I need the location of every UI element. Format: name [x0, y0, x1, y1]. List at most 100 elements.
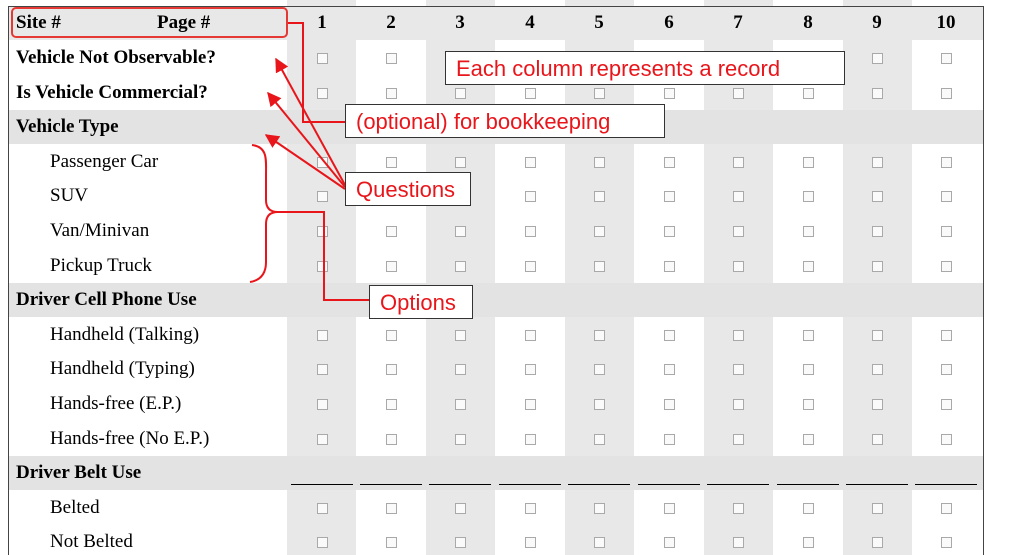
checkbox-r5-c2[interactable]	[386, 226, 397, 237]
checkbox-r3-c3[interactable]	[455, 156, 466, 168]
checkbox-r5-c5[interactable]	[594, 226, 605, 237]
checkbox-r9-c1[interactable]	[317, 364, 328, 376]
checkbox-r1-c4[interactable]	[525, 87, 536, 99]
checkbox-r11-c7[interactable]	[733, 433, 744, 445]
checkbox-r9-c7[interactable]	[733, 364, 744, 376]
checkbox-r13-c4[interactable]	[525, 502, 536, 514]
checkbox-r6-c10[interactable]	[941, 260, 952, 272]
checkbox-r10-c1[interactable]	[317, 399, 328, 410]
checkbox-r1-c6[interactable]	[664, 87, 675, 99]
checkbox-r3-c6[interactable]	[664, 156, 675, 168]
checkbox-r6-c6[interactable]	[664, 260, 675, 272]
checkbox-r3-c8[interactable]	[803, 156, 814, 168]
checkbox-r4-c1[interactable]	[317, 191, 328, 203]
checkbox-r11-c1[interactable]	[317, 433, 328, 445]
checkbox-r10-c10[interactable]	[941, 399, 952, 410]
belt-use-blank-1[interactable]	[291, 484, 353, 486]
checkbox-r1-c2[interactable]	[386, 87, 397, 99]
checkbox-r9-c4[interactable]	[525, 364, 536, 376]
checkbox-r1-c10[interactable]	[941, 87, 952, 99]
checkbox-r14-c5[interactable]	[594, 537, 605, 549]
checkbox-r8-c10[interactable]	[941, 329, 952, 341]
checkbox-r3-c1[interactable]	[317, 156, 328, 168]
checkbox-r14-c2[interactable]	[386, 537, 397, 549]
checkbox-r10-c5[interactable]	[594, 399, 605, 410]
checkbox-r4-c9[interactable]	[872, 191, 883, 203]
checkbox-r14-c1[interactable]	[317, 537, 328, 549]
belt-use-blank-4[interactable]	[499, 484, 561, 486]
checkbox-r8-c6[interactable]	[664, 329, 675, 341]
checkbox-r1-c1[interactable]	[317, 87, 328, 99]
checkbox-r6-c7[interactable]	[733, 260, 744, 272]
checkbox-r3-c10[interactable]	[941, 156, 952, 168]
checkbox-r9-c10[interactable]	[941, 364, 952, 376]
checkbox-r8-c8[interactable]	[803, 329, 814, 341]
checkbox-r4-c5[interactable]	[594, 191, 605, 203]
checkbox-r0-c9[interactable]	[872, 53, 883, 64]
checkbox-r6-c2[interactable]	[386, 260, 397, 272]
checkbox-r13-c2[interactable]	[386, 502, 397, 514]
checkbox-r0-c2[interactable]	[386, 53, 397, 64]
checkbox-r3-c4[interactable]	[525, 156, 536, 168]
checkbox-r13-c7[interactable]	[733, 502, 744, 514]
checkbox-r6-c5[interactable]	[594, 260, 605, 272]
checkbox-r5-c8[interactable]	[803, 226, 814, 237]
checkbox-r10-c6[interactable]	[664, 399, 675, 410]
checkbox-r4-c6[interactable]	[664, 191, 675, 203]
checkbox-r13-c9[interactable]	[872, 502, 883, 514]
checkbox-r5-c3[interactable]	[455, 226, 466, 237]
checkbox-r10-c7[interactable]	[733, 399, 744, 410]
checkbox-r0-c10[interactable]	[941, 53, 952, 64]
belt-use-blank-7[interactable]	[707, 484, 769, 486]
checkbox-r11-c5[interactable]	[594, 433, 605, 445]
checkbox-r9-c2[interactable]	[386, 364, 397, 376]
checkbox-r5-c6[interactable]	[664, 226, 675, 237]
checkbox-r10-c8[interactable]	[803, 399, 814, 410]
checkbox-r14-c7[interactable]	[733, 537, 744, 549]
checkbox-r6-c9[interactable]	[872, 260, 883, 272]
checkbox-r11-c4[interactable]	[525, 433, 536, 445]
belt-use-blank-5[interactable]	[568, 484, 630, 486]
checkbox-r13-c5[interactable]	[594, 502, 605, 514]
checkbox-r9-c3[interactable]	[455, 364, 466, 376]
belt-use-blank-9[interactable]	[846, 484, 908, 486]
checkbox-r8-c4[interactable]	[525, 329, 536, 341]
checkbox-r13-c6[interactable]	[664, 502, 675, 514]
belt-use-blank-8[interactable]	[777, 484, 839, 486]
checkbox-r13-c1[interactable]	[317, 502, 328, 514]
checkbox-r3-c5[interactable]	[594, 156, 605, 168]
checkbox-r9-c9[interactable]	[872, 364, 883, 376]
checkbox-r4-c10[interactable]	[941, 191, 952, 203]
checkbox-r9-c6[interactable]	[664, 364, 675, 376]
checkbox-r11-c8[interactable]	[803, 433, 814, 445]
checkbox-r8-c9[interactable]	[872, 329, 883, 341]
checkbox-r8-c1[interactable]	[317, 329, 328, 341]
checkbox-r14-c8[interactable]	[803, 537, 814, 549]
checkbox-r9-c5[interactable]	[594, 364, 605, 376]
checkbox-r6-c4[interactable]	[525, 260, 536, 272]
checkbox-r10-c4[interactable]	[525, 399, 536, 410]
checkbox-r10-c2[interactable]	[386, 399, 397, 410]
checkbox-r8-c2[interactable]	[386, 329, 397, 341]
checkbox-r6-c1[interactable]	[317, 260, 328, 272]
checkbox-r8-c3[interactable]	[455, 329, 466, 341]
checkbox-r10-c9[interactable]	[872, 399, 883, 410]
checkbox-r11-c10[interactable]	[941, 433, 952, 445]
checkbox-r10-c3[interactable]	[455, 399, 466, 410]
checkbox-r1-c9[interactable]	[872, 87, 883, 99]
checkbox-r11-c3[interactable]	[455, 433, 466, 445]
checkbox-r5-c1[interactable]	[317, 226, 328, 237]
checkbox-r14-c4[interactable]	[525, 537, 536, 549]
checkbox-r1-c8[interactable]	[803, 87, 814, 99]
checkbox-r1-c7[interactable]	[733, 87, 744, 99]
checkbox-r14-c10[interactable]	[941, 537, 952, 549]
checkbox-r4-c8[interactable]	[803, 191, 814, 203]
checkbox-r11-c6[interactable]	[664, 433, 675, 445]
belt-use-blank-6[interactable]	[638, 484, 700, 486]
belt-use-blank-2[interactable]	[360, 484, 422, 486]
belt-use-blank-10[interactable]	[915, 484, 977, 486]
checkbox-r4-c4[interactable]	[525, 191, 536, 203]
checkbox-r13-c3[interactable]	[455, 502, 466, 514]
checkbox-r1-c3[interactable]	[455, 87, 466, 99]
checkbox-r14-c3[interactable]	[455, 537, 466, 549]
